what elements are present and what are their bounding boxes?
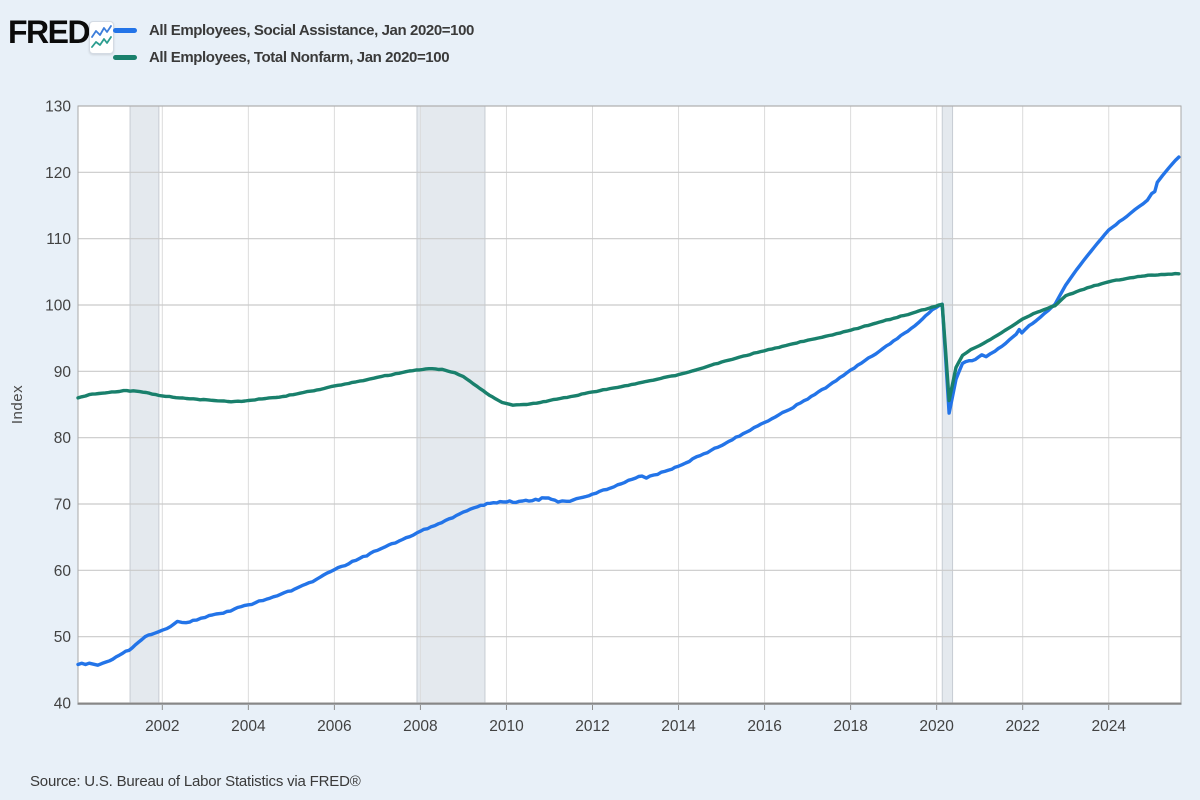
x-tick-label: 2022 — [1005, 718, 1039, 735]
source-note: Source: U.S. Bureau of Labor Statistics … — [30, 773, 361, 790]
y-tick-label: 40 — [54, 696, 72, 713]
fred-logo-text: FRED — [8, 14, 91, 50]
logo-sparkline-icon — [91, 25, 112, 48]
x-tick-label: 2014 — [661, 718, 696, 735]
y-tick-label: 100 — [45, 298, 71, 315]
series-line-social-assistance[interactable] — [76, 155, 1181, 667]
y-tick-label: 70 — [54, 497, 72, 514]
y-tick-label: 80 — [54, 430, 72, 447]
legend-swatch-green — [113, 55, 137, 60]
y-tick-label: 130 — [45, 99, 71, 116]
y-tick-label: 60 — [54, 563, 72, 580]
x-tick-label: 2010 — [489, 718, 524, 735]
y-tick-label: 110 — [46, 231, 71, 248]
legend-swatch-blue — [113, 28, 137, 33]
x-tick-label: 2016 — [747, 718, 781, 735]
legend-label: All Employees, Social Assistance, Jan 20… — [149, 22, 474, 39]
legend: All Employees, Social Assistance, Jan 20… — [113, 22, 474, 76]
fred-logo-chart-icon[interactable] — [89, 21, 114, 54]
legend-item-social-assistance[interactable]: All Employees, Social Assistance, Jan 20… — [113, 22, 474, 39]
y-tick-label: 50 — [54, 629, 72, 646]
x-tick-label: 2020 — [919, 718, 954, 735]
y-tick-label: 120 — [45, 165, 71, 182]
legend-label: All Employees, Total Nonfarm, Jan 2020=1… — [149, 49, 450, 66]
series-line-total-nonfarm[interactable] — [76, 271, 1181, 407]
x-tick-label: 2002 — [145, 718, 179, 735]
x-tick-label: 2008 — [403, 718, 437, 735]
recession-band — [416, 106, 485, 703]
y-axis-title: Index — [9, 385, 26, 424]
recession-band — [130, 106, 159, 703]
plot-area[interactable] — [78, 106, 1181, 703]
x-tick-label: 2004 — [231, 718, 266, 735]
y-tick-label: 90 — [54, 364, 72, 381]
x-tick-label: 2024 — [1091, 718, 1126, 735]
x-tick-label: 2012 — [575, 718, 609, 735]
x-tick-label: 2018 — [833, 718, 867, 735]
legend-item-total-nonfarm[interactable]: All Employees, Total Nonfarm, Jan 2020=1… — [113, 49, 474, 66]
fred-logo[interactable]: FRED® — [8, 14, 96, 51]
x-tick-label: 2006 — [317, 718, 351, 735]
